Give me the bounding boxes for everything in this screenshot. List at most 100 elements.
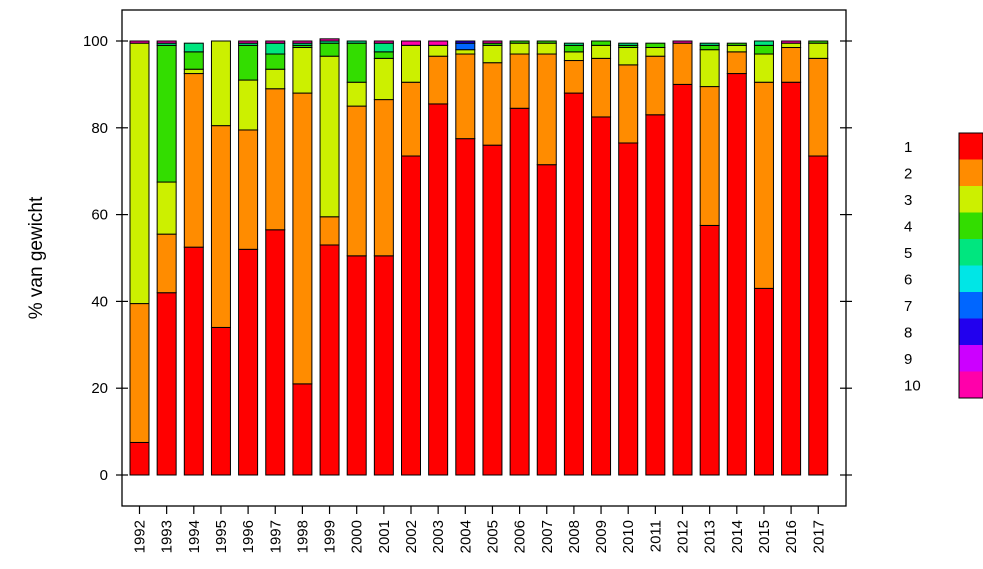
bar-segment-2010-class-2: [618, 64, 639, 144]
bar-segment-2009-class-3: [591, 44, 612, 59]
bar-segment-2014-class-4: [726, 42, 747, 46]
bar-segment-2011-class-1: [645, 114, 666, 476]
bar-segment-1999-class-1: [319, 244, 340, 476]
y-axis: 0 20 40 60 80 100: [83, 33, 852, 484]
y-tick-label-60: 60: [91, 207, 108, 224]
bar-segment-2005-class-2: [482, 62, 503, 146]
legend-swatch-4: [959, 212, 983, 239]
bar-segment-2017-class-1: [808, 155, 829, 476]
x-tick-label-2004: 2004: [457, 520, 474, 553]
bar-segment-2006-class-2: [509, 53, 530, 109]
x-tick-label-2010: 2010: [620, 520, 637, 553]
bar-segment-2010-class-1: [618, 142, 639, 476]
bar-segment-2001-class-4: [373, 51, 394, 59]
x-tick-label-2011: 2011: [647, 520, 664, 552]
bar-segment-1997-class-5: [265, 42, 286, 55]
bar-segment-2012-class-2: [672, 42, 693, 85]
bar-segment-2007-class-1: [536, 164, 557, 476]
bar-segment-1993-class-2: [156, 233, 177, 294]
bar-segment-1993-class-10: [156, 40, 177, 44]
bar-segment-1996-class-4: [238, 44, 259, 81]
legend-swatch-3: [959, 186, 983, 213]
x-tick-label-2017: 2017: [810, 520, 827, 553]
bar-segment-2013-class-5: [699, 42, 720, 46]
legend-swatch-10: [959, 371, 983, 398]
x-tick-label-1994: 1994: [186, 520, 203, 553]
bar-segment-1996-class-2: [238, 129, 259, 250]
x-tick-label-1996: 1996: [240, 520, 257, 553]
bar-segment-2001-class-2: [373, 99, 394, 257]
bar-segment-1997-class-3: [265, 68, 286, 90]
bar-segment-2009-class-1: [591, 116, 612, 476]
bar-segment-1998-class-10: [292, 40, 313, 44]
bar-segment-2006-class-1: [509, 107, 530, 476]
bar-segment-2004-class-2: [455, 53, 476, 140]
bar-segment-1999-class-3: [319, 55, 340, 218]
y-tick-label-40: 40: [91, 293, 108, 310]
bar-segment-1993-class-3: [156, 181, 177, 235]
bar-segment-2016-class-1: [781, 81, 802, 476]
x-tick-label-2002: 2002: [403, 520, 420, 553]
bar-segment-2014-class-1: [726, 73, 747, 476]
y-axis-title: % van gewicht: [26, 196, 47, 319]
bar-segment-2013-class-3: [699, 49, 720, 88]
legend-swatch-7: [959, 292, 983, 319]
bar-segment-1992-class-2: [129, 303, 150, 443]
bar-segment-2006-class-3: [509, 42, 530, 55]
bar-segment-2002-class-3: [401, 44, 421, 83]
bar-segment-2016-class-10: [781, 40, 802, 44]
bar-segment-1993-class-4: [156, 44, 177, 183]
x-tick-label-2008: 2008: [566, 520, 583, 553]
x-tick-label-1992: 1992: [132, 520, 149, 553]
bars-group: [129, 38, 829, 476]
bar-segment-2011-class-3: [645, 47, 666, 57]
bar-segment-2008-class-4: [563, 44, 584, 53]
bar-segment-2004-class-1: [455, 138, 476, 476]
legend-color-bar-frame: [958, 132, 983, 399]
bar-segment-2003-class-2: [428, 55, 449, 105]
bar-segment-2008-class-1: [563, 92, 584, 476]
bar-segment-1994-class-3: [183, 68, 204, 75]
bar-segment-2015-class-5: [753, 40, 774, 46]
legend-label-8: 8: [904, 325, 912, 342]
x-tick-label-2009: 2009: [593, 520, 610, 553]
bar-segment-2002-class-10: [401, 40, 421, 46]
bar-segment-2001-class-5: [373, 42, 394, 53]
bar-segment-2011-class-4: [645, 42, 666, 49]
bar-segment-1999-class-2: [319, 216, 340, 246]
legend-label-10: 10: [904, 378, 921, 395]
bar-segment-1999-class-4: [319, 42, 340, 57]
y-tick-label-0: 0: [100, 467, 108, 484]
legend-label-7: 7: [904, 298, 912, 315]
bar-segment-2001-class-10: [373, 40, 394, 44]
legend-swatch-9: [959, 345, 983, 372]
bar-segment-2013-class-1: [699, 224, 720, 476]
bar-segment-1995-class-2: [210, 125, 231, 328]
x-tick-label-2005: 2005: [484, 520, 501, 553]
x-axis: 1992 1993 1994 1995 1996 1997 1998 1999 2000 2001…: [132, 506, 827, 553]
legend-swatch-2: [959, 159, 983, 186]
legend-label-5: 5: [904, 245, 912, 262]
legend-swatch-5: [959, 239, 983, 266]
bar-segment-1996-class-10: [238, 40, 259, 44]
bar-segment-1995-class-1: [210, 326, 231, 476]
bar-segment-2000-class-1: [346, 255, 367, 476]
bar-segment-2008-class-5: [563, 42, 584, 46]
bar-segment-1998-class-3: [292, 47, 313, 94]
plot-frame: [121, 9, 847, 507]
bar-segment-2002-class-1: [401, 155, 421, 476]
bar-segment-2016-class-3: [781, 42, 802, 49]
legend-swatch-6: [959, 265, 983, 292]
bar-segment-2011-class-2: [645, 55, 666, 116]
bar-segment-2007-class-3: [536, 42, 557, 55]
x-tick-label-1993: 1993: [159, 520, 176, 553]
legend-swatch-1: [959, 133, 983, 160]
bar-segment-2012-class-10: [672, 40, 693, 44]
bar-segment-1995-class-3: [210, 40, 231, 127]
bar-segment-2007-class-4: [536, 40, 557, 44]
bar-segment-1998-class-1: [292, 383, 313, 476]
legend-label-2: 2: [904, 166, 912, 183]
bar-segment-1994-class-4: [183, 51, 204, 70]
x-tick-label-2015: 2015: [756, 520, 773, 553]
